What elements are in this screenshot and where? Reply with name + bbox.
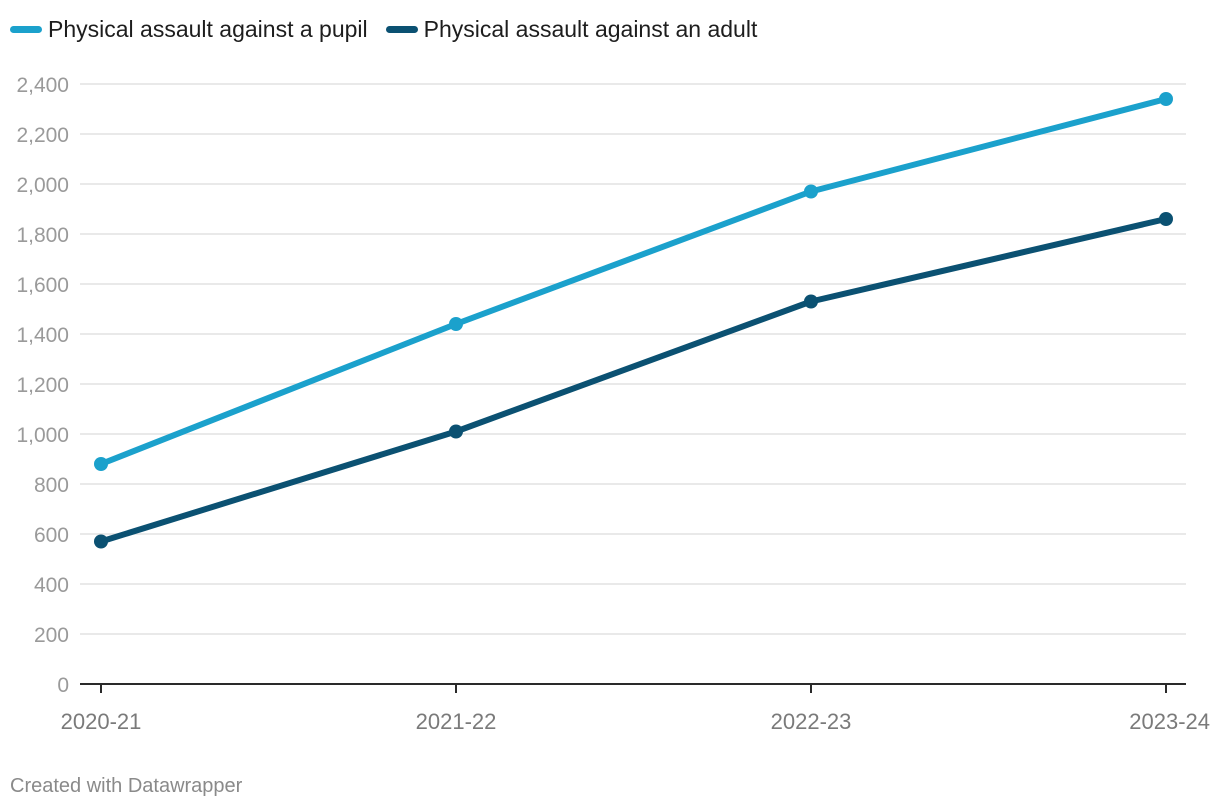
data-point [1159, 92, 1173, 106]
legend-label-pupil: Physical assault against a pupil [48, 16, 368, 42]
y-tick-label: 600 [34, 524, 69, 547]
y-tick-label: 400 [34, 574, 69, 597]
legend: Physical assault against a pupil Physica… [10, 16, 775, 43]
credit-text: Created with Datawrapper [10, 775, 243, 797]
y-tick-label: 800 [34, 474, 69, 497]
y-tick-label: 1,000 [16, 424, 69, 447]
y-tick-label: 0 [57, 674, 69, 697]
x-tick-label: 2022-23 [771, 709, 852, 734]
y-tick-label: 2,200 [16, 124, 69, 147]
series-line-0 [98, 96, 1169, 467]
y-tick-label: 2,400 [16, 74, 69, 97]
data-point [449, 424, 463, 439]
y-tick-label: 200 [34, 624, 69, 647]
data-point [1159, 212, 1173, 226]
legend-swatch-pupil [10, 26, 42, 33]
legend-item-pupil: Physical assault against a pupil [10, 16, 368, 43]
data-point [94, 457, 108, 471]
y-tick-label: 1,800 [16, 224, 69, 247]
y-tick-label: 1,400 [16, 324, 69, 347]
x-tick-label: 2021-22 [416, 709, 497, 734]
x-tick-label: 2020-21 [61, 709, 142, 734]
y-tick-label: 2,000 [16, 174, 69, 197]
legend-label-adult: Physical assault against an adult [423, 16, 758, 42]
legend-swatch-adult [385, 26, 418, 33]
data-point [449, 317, 463, 331]
data-point [804, 294, 818, 309]
y-tick-label: 1,600 [16, 274, 69, 297]
data-point [94, 534, 108, 549]
series-line-1 [98, 216, 1169, 545]
data-point [804, 184, 818, 199]
legend-item-adult: Physical assault against an adult [385, 16, 758, 43]
x-tick-label: 2023-24 [1129, 709, 1210, 734]
y-tick-label: 1,200 [16, 374, 69, 397]
